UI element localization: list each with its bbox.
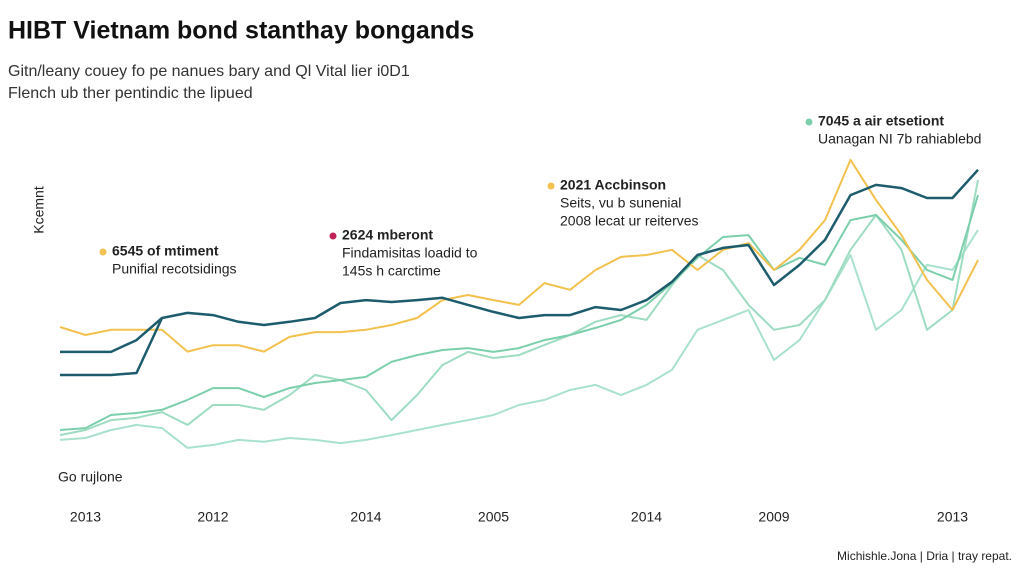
x-tick-label: 2013: [937, 509, 968, 525]
x-tick-label: 2005: [478, 509, 509, 525]
annotation-title: 6545 of mtiment: [112, 243, 219, 259]
annotation-text: Seits, vu b sunenial: [560, 195, 681, 211]
subtitle: Flench ub ther pentindic the lipued: [8, 85, 253, 102]
chart-title: HIBT Vietnam bond stanthay bongands: [8, 17, 474, 45]
x-tick-label: 2009: [758, 509, 789, 525]
series-line: [60, 317, 164, 377]
subtitle: Gitn/leany couey fo pe nanues bary and Q…: [8, 63, 410, 80]
x-tick-label: 2012: [197, 509, 228, 525]
annotation-text: 2008 lecat ur reiterves: [560, 213, 699, 229]
source: Michishle.Jona | Dria | tray repat.: [837, 549, 1012, 563]
annotation-title: 2624 mberont: [342, 227, 433, 243]
annotation-text: Findamisitas loadid to: [342, 245, 478, 261]
y-axis-label: Kcemnt: [31, 186, 47, 234]
annotation-title: 2021 Accbinson: [560, 177, 666, 193]
annotation-dot: [329, 232, 337, 240]
x-tick-label: 2013: [70, 509, 101, 525]
annotation-dot: [547, 182, 555, 190]
series-line: [59, 179, 979, 437]
annotation-text: 145s h carctime: [342, 263, 441, 279]
series-line: [60, 168, 979, 354]
annotation-text: Uanagan NI 7b rahiablebd: [818, 131, 981, 147]
annotation-text: Punifial recotsidings: [112, 261, 237, 277]
series-line: [59, 158, 979, 353]
annotation-dot: [99, 248, 107, 256]
footer-note: Go rujlone: [58, 469, 123, 485]
series-line: [59, 194, 979, 431]
x-tick-label: 2014: [631, 509, 662, 525]
x-tick-label: 2014: [350, 509, 381, 525]
annotation-dot: [805, 118, 813, 126]
annotation-title: 7045 a air etsetiont: [818, 113, 944, 129]
